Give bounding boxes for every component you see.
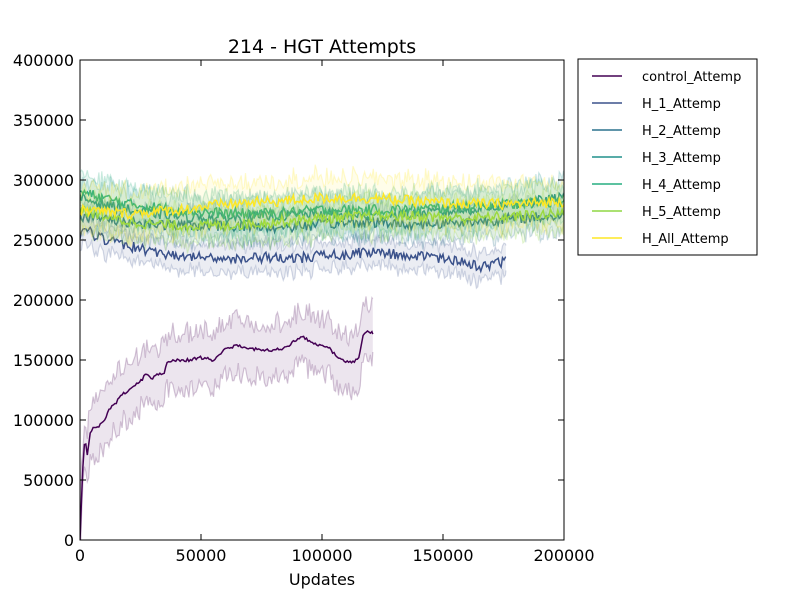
ci-upper-h-5-attemp [80,186,564,218]
x-axis-title: Updates [289,570,355,589]
plot-area [80,164,564,540]
y-tick-label: 300000 [13,171,74,190]
legend-label-h-4-attemp: H_4_Attemp [642,178,721,193]
ci-band-control-attemp [80,296,373,540]
series-line-h-all-attemp [80,191,564,221]
legend-label-control-attemp: control_Attemp [642,70,741,85]
legend-label-h-3-attemp: H_3_Attemp [642,151,721,166]
y-tick-label: 0 [64,531,74,550]
x-tick-label: 50000 [176,546,227,565]
ci-lower-h-5-attemp [80,218,564,254]
ci-lower-control-attemp [80,351,374,540]
y-tick-label: 200000 [13,291,74,310]
ci-band-h-all-attemp [80,164,564,247]
y-tick-label: 400000 [13,51,74,70]
ci-upper-h-1-attemp [80,213,507,262]
ci-lower-h-4-attemp [80,199,564,242]
y-tick-label: 50000 [23,471,74,490]
x-tick-label: 150000 [412,546,473,565]
ci-upper-h-2-attemp [80,190,564,222]
x-tick-label: 0 [75,546,85,565]
y-tick-label: 350000 [13,111,74,130]
y-tick-label: 150000 [13,351,74,370]
ci-lower-h-3-attemp [80,204,564,248]
ci-upper-control-attemp [80,296,374,509]
ci-lower-h-all-attemp [80,207,564,248]
axes: 0 50000 100000 150000 200000 0 50000 100000 1500… [13,51,595,565]
legend-label-h-5-attemp: H_5_Attemp [642,205,721,220]
x-tick-label: 200000 [533,546,594,565]
ci-band-h-1-attemp [80,214,506,289]
legend-label-h-2-attemp: H_2_Attemp [642,124,721,139]
ci-band-h-3-attemp [80,170,564,248]
legend-label-h-1-attemp: H_1_Attemp [642,97,721,112]
legend: control_Attemp H_1_Attemp H_2_Attemp H_3_At… [577,58,758,256]
y-tick-label: 250000 [13,231,74,250]
ci-lower-h-2-attemp [80,222,564,251]
ci-upper-h-3-attemp [80,169,564,212]
series-line-h-1-attemp [80,225,507,274]
ci-lower-h-1-attemp [80,237,507,290]
x-tick-label: 100000 [291,546,352,565]
y-tick-label: 100000 [13,411,74,430]
ci-upper-h-all-attemp [80,164,564,205]
legend-label-h-all-attemp: H_All_Attemp [642,232,729,247]
series-line-control-attemp [80,330,374,540]
series-line-h-5-attemp [80,205,564,234]
chart-title: 214 - HGT Attempts [228,36,416,58]
ci-upper-h-4-attemp [80,168,564,209]
